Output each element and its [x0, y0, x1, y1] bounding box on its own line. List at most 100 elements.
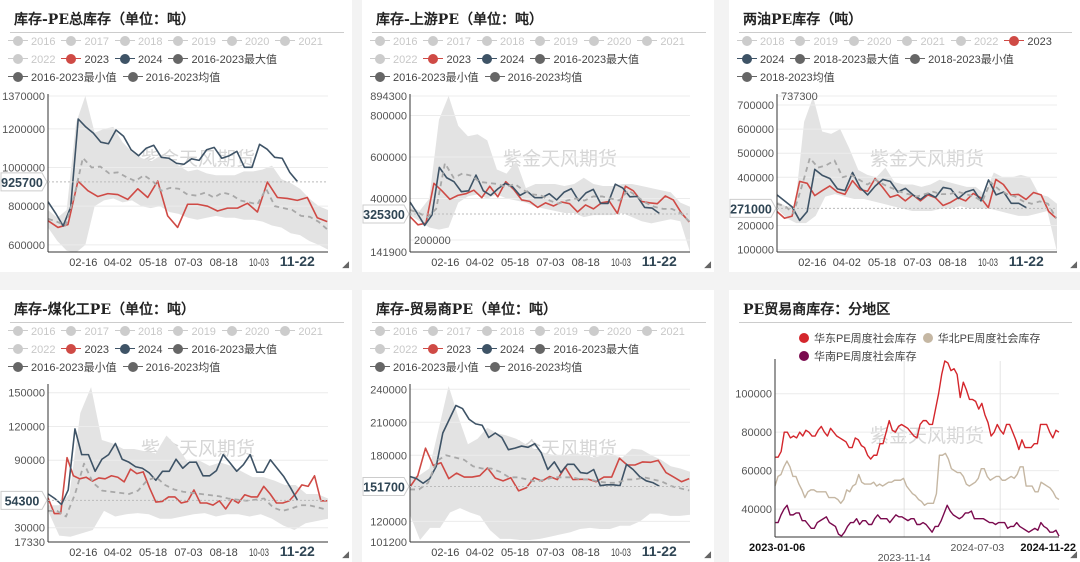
legend-item[interactable]: 2016-2023最小值 — [370, 359, 479, 377]
legend-item[interactable]: 华北PE周度社会库存 — [922, 330, 1040, 348]
legend-item[interactable]: 2017 — [61, 323, 109, 341]
legend-item[interactable]: 2024 — [114, 341, 162, 359]
legend-item[interactable]: 2019 — [530, 33, 578, 51]
legend-item[interactable]: 2017 — [61, 33, 109, 51]
legend-item[interactable]: 2019 — [790, 33, 838, 51]
legend-item[interactable]: 2016-2023最小值 — [8, 359, 117, 377]
legend-item[interactable]: 2024 — [476, 51, 525, 69]
legend-item[interactable]: 2024 — [114, 51, 162, 69]
legend-item[interactable]: 2022 — [950, 33, 998, 51]
legend-marker-icon — [637, 36, 658, 46]
legend-item[interactable]: 2016-2023均值 — [122, 69, 220, 87]
chart-panel-total-pe: 库存-PE总库存（单位：吨） 2016 2017 2018 2019 2020 2021 20… — [0, 0, 352, 272]
resize-handle-icon[interactable]: ◢ — [342, 259, 349, 269]
legend-label: 2017 — [84, 36, 109, 48]
axis-pointer-label: 271000 — [730, 202, 772, 216]
legend-item[interactable]: 2024 — [476, 341, 524, 359]
x-tick-label: 2024-11-22 — [1020, 542, 1076, 554]
legend-item[interactable]: 2023 — [61, 341, 109, 359]
y-tick-label: 180000 — [370, 450, 407, 462]
legend-marker-icon — [950, 36, 971, 46]
legend-item[interactable]: 2021 — [637, 323, 685, 341]
watermark: 紫金天风期货 — [503, 148, 617, 170]
legend-item[interactable]: 2018 — [114, 323, 162, 341]
resize-handle-icon[interactable]: ◢ — [1070, 549, 1077, 559]
legend-item[interactable]: 2018 — [476, 33, 524, 51]
resize-handle-icon[interactable]: ◢ — [1070, 259, 1077, 269]
y-tick-label: 400000 — [370, 193, 407, 205]
legend-item[interactable]: 2017 — [423, 33, 471, 51]
legend-item[interactable]: 2020 — [583, 33, 631, 51]
legend-item[interactable]: 2016 — [8, 323, 55, 341]
legend-item[interactable]: 2018 — [114, 33, 162, 51]
legend-label: 2024 — [499, 54, 525, 66]
legend-label: 2016-2023最大值 — [553, 344, 640, 356]
legend-marker-icon — [168, 326, 189, 336]
legend-item[interactable]: 2016-2023最大值 — [168, 51, 277, 69]
legend-item[interactable]: 2022 — [8, 51, 55, 69]
legend-item[interactable]: 华东PE周度社会库存 — [799, 330, 917, 348]
legend: 华东PE周度社会库存 华北PE周度社会库存 华南PE周度社会库存 — [799, 330, 1069, 366]
legend-item[interactable]: 2023 — [1004, 33, 1052, 51]
legend-item[interactable]: 2018-2023最大值 — [790, 51, 899, 69]
legend-item[interactable]: 2020 — [221, 33, 269, 51]
chart-svg: 紫金天风期货6000008000001000000120000013700000… — [0, 91, 328, 269]
legend-item[interactable]: 2020 — [221, 323, 269, 341]
legend-item[interactable]: 2016 — [370, 323, 417, 341]
legend-marker-icon — [737, 54, 757, 64]
legend-marker-icon — [370, 326, 390, 336]
legend-item[interactable]: 2016-2023最大值 — [530, 341, 639, 359]
legend-item[interactable]: 2019 — [530, 323, 578, 341]
legend-item[interactable]: 2016-2023最小值 — [8, 69, 117, 87]
legend-item[interactable]: 2019 — [168, 323, 216, 341]
legend-label: 2016 — [393, 326, 418, 338]
legend-item[interactable]: 2018 — [737, 33, 784, 51]
series-line-2024 — [47, 428, 299, 506]
y-tick-label: 600000 — [8, 240, 45, 252]
resize-handle-icon[interactable]: ◢ — [704, 259, 711, 269]
legend-item[interactable]: 2017 — [423, 323, 471, 341]
legend-item[interactable]: 2018-2023最小值 — [905, 51, 1014, 69]
legend-item[interactable]: 2023 — [423, 341, 471, 359]
y-tick-label: 80000 — [741, 427, 772, 439]
legend-item[interactable]: 2016-2023最大值 — [168, 341, 277, 359]
x-tick-label: 02-16 — [798, 257, 826, 269]
legend-label: 2021 — [920, 36, 945, 48]
legend-item[interactable]: 2020 — [583, 323, 631, 341]
legend-marker-icon — [221, 326, 242, 336]
y-tick-label: 90000 — [14, 455, 45, 467]
legend-item[interactable]: 2020 — [843, 33, 891, 51]
legend-item[interactable]: 2022 — [370, 51, 417, 69]
legend-item[interactable]: 2016-2023均值 — [484, 359, 582, 377]
y-tick-label: 600000 — [737, 124, 774, 136]
legend-item[interactable]: 2016 — [370, 33, 417, 51]
legend-item[interactable]: 2018-2023均值 — [737, 69, 835, 87]
max-min-band — [48, 96, 328, 253]
legend-item[interactable]: 2023 — [61, 51, 109, 69]
resize-handle-icon[interactable]: ◢ — [342, 549, 349, 559]
legend-item[interactable]: 2016-2023最小值 — [370, 69, 479, 87]
legend-item[interactable]: 2021 — [275, 323, 323, 341]
legend-item[interactable]: 2022 — [370, 341, 417, 359]
legend-item[interactable]: 2016-2023均值 — [484, 69, 582, 87]
series-line-east — [775, 360, 1060, 460]
legend-item[interactable]: 2023 — [423, 51, 471, 69]
legend-item[interactable]: 2021 — [637, 33, 685, 51]
resize-handle-icon[interactable]: ◢ — [704, 549, 711, 559]
legend-item[interactable]: 2021 — [897, 33, 945, 51]
legend-item[interactable]: 2022 — [8, 341, 55, 359]
legend-marker-icon — [370, 72, 390, 82]
legend-item[interactable]: 2018 — [476, 323, 525, 341]
legend-item[interactable]: 2016-2023最大值 — [530, 51, 639, 69]
axis-pointer-box — [0, 172, 48, 192]
legend-label: 2023 — [84, 344, 109, 356]
legend-item[interactable]: 2016-2023均值 — [122, 359, 220, 377]
legend-item[interactable]: 华南PE周度社会库存 — [799, 348, 917, 366]
legend-marker-icon — [897, 36, 918, 46]
legend-item[interactable]: 2019 — [168, 33, 216, 51]
x-tick-label: 02-16 — [431, 257, 459, 269]
legend-item[interactable]: 2021 — [275, 33, 323, 51]
legend-item[interactable]: 2016 — [8, 33, 55, 51]
legend-item[interactable]: 2024 — [737, 51, 784, 69]
legend-label: 2018 — [499, 326, 525, 338]
